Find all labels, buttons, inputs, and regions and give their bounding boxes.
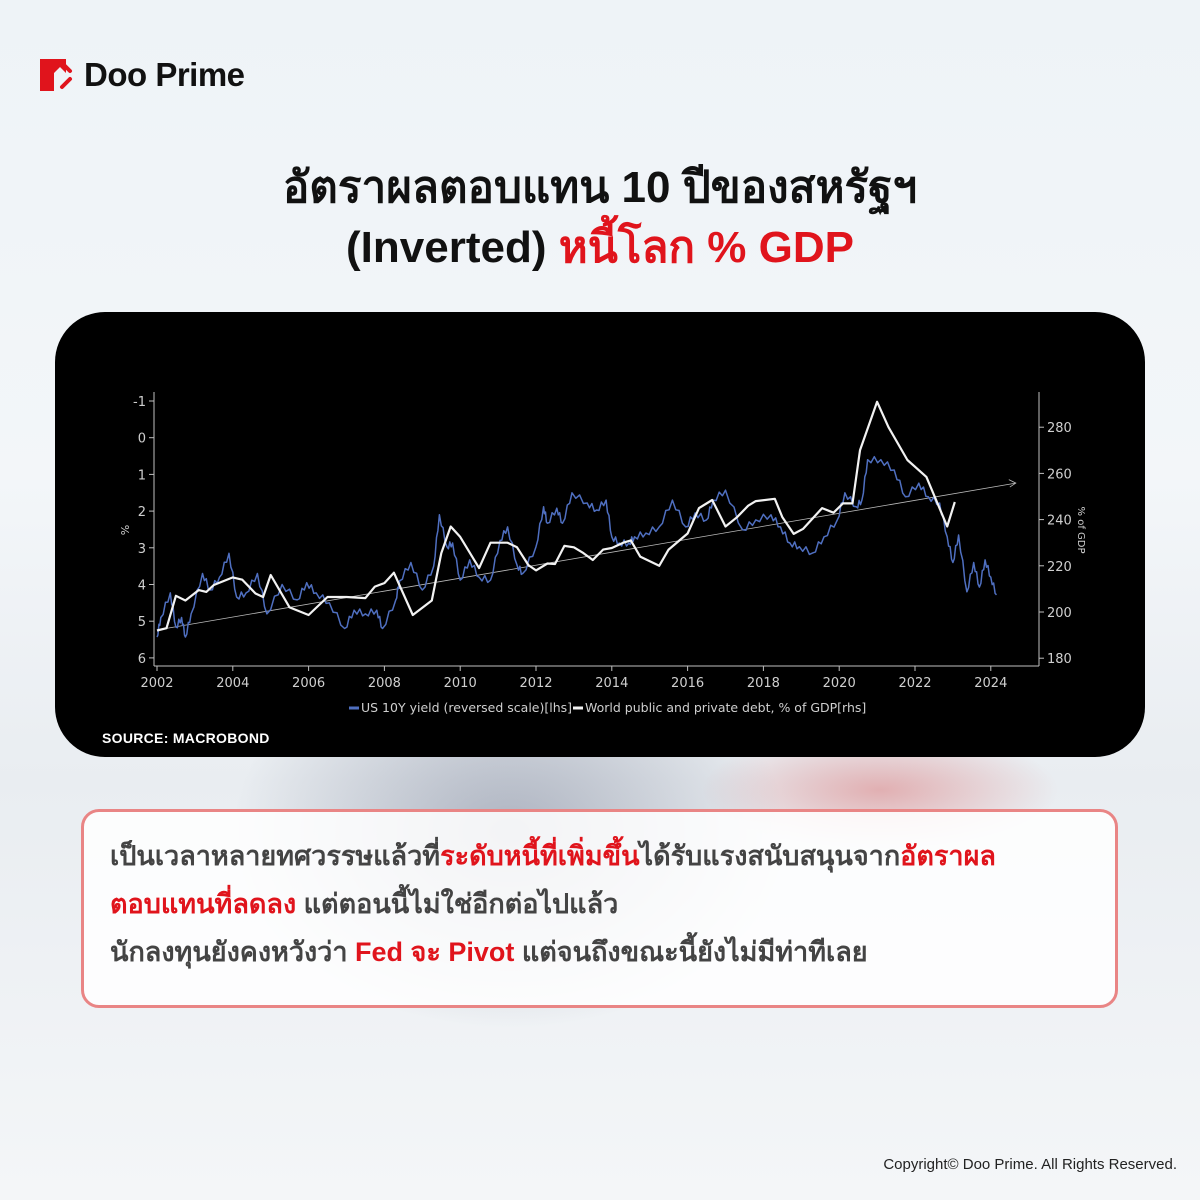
legend-label: US 10Y yield (reversed scale)[lhs] [361,700,572,715]
y-left-tick-label: 0 [138,432,146,447]
x-tick-label: 2006 [292,676,325,691]
x-tick-label: 2016 [671,676,704,691]
doo-prime-logo-icon [40,59,72,91]
trendline-arrowhead [1008,479,1017,488]
y-right-tick-label: 240 [1047,514,1072,529]
x-tick-label: 2008 [368,676,401,691]
y-left-tick-label: -1 [133,395,146,410]
chart-source: SOURCE: MACROBOND [102,730,270,746]
y-right-tick-label: 260 [1047,467,1072,482]
description-line3: นักลงทุนยังคงหวังว่า Fed จะ Pivot แต่จนถ… [110,930,868,973]
y-right-tick-label: 280 [1047,421,1072,436]
text: แต่จนถึงขณะนี้ยังไม่มีท่าทีเลย [514,937,868,967]
x-tick-label: 2002 [140,676,173,691]
description-line1: เป็นเวลาหลายทศวรรษแล้วที่ระดับหนี้ที่เพิ… [110,834,996,877]
x-tick-label: 2018 [747,676,780,691]
x-tick-label: 2014 [595,676,628,691]
text: แต่ตอนนี้ไม่ใช่อีกต่อไปแล้ว [296,889,619,919]
y-right-tick-label: 180 [1047,652,1072,667]
page-title-line2: (Inverted) หนี้โลก % GDP [0,218,1200,278]
x-tick-label: 2012 [519,676,552,691]
legend-label: World public and private debt, % of GDP[… [585,700,866,715]
brand-name: Doo Prime [84,56,245,93]
highlight: ตอบแทนที่ลดลง [110,889,297,919]
y-left-tick-label: 2 [138,505,146,520]
text: ได้รับแรงสนับสนุนจาก [639,841,901,871]
y-right-tick-label: 200 [1047,606,1072,621]
y-right-tick-label: 220 [1047,560,1072,575]
logo: Doo Prime [40,56,245,94]
y-right-axis-label: % of GDP [1075,507,1086,554]
highlight: ระดับหนี้ที่เพิ่มขึ้น [440,841,640,871]
highlight: อัตราผล [900,841,996,871]
description-line2: ตอบแทนที่ลดลง แต่ตอนนี้ไม่ใช่อีกต่อไปแล้… [110,882,618,925]
title-highlight: หนี้โลก % GDP [558,223,854,272]
highlight: Fed จะ Pivot [355,937,515,967]
x-tick-label: 2010 [444,676,477,691]
series-line-world-debt [156,400,956,632]
x-tick-label: 2022 [898,676,931,691]
series-line-us-10y-yield [156,455,998,638]
chart: 2002 2004 2006 2008 2010 2012 2014 2016 2018 2020… [119,392,1086,715]
y-left-axis-label: % [119,525,132,535]
y-left-tick-label: 3 [138,542,146,557]
text: เป็นเวลาหลายทศวรรษแล้วที่ [110,841,441,871]
text: นักลงทุนยังคงหวังว่า [110,937,356,967]
description-box: เป็นเวลาหลายทศวรรษแล้วที่ระดับหนี้ที่เพิ… [81,809,1118,1008]
y-left-tick-label: 4 [138,579,146,594]
y-left-tick-label: 1 [138,468,146,483]
page-title-line1: อัตราผลตอบแทน 10 ปีของสหรัฐฯ [282,163,918,212]
y-left-tick-label: 6 [138,652,146,667]
x-tick-label: 2004 [216,676,249,691]
x-tick-label: 2024 [974,676,1007,691]
title-inverted: (Inverted) [346,223,547,272]
x-tick-label: 2020 [823,676,856,691]
y-left-tick-label: 5 [138,615,146,630]
copyright: Copyright© Doo Prime. All Rights Reserve… [883,1156,1177,1173]
chart-card [55,312,1145,757]
